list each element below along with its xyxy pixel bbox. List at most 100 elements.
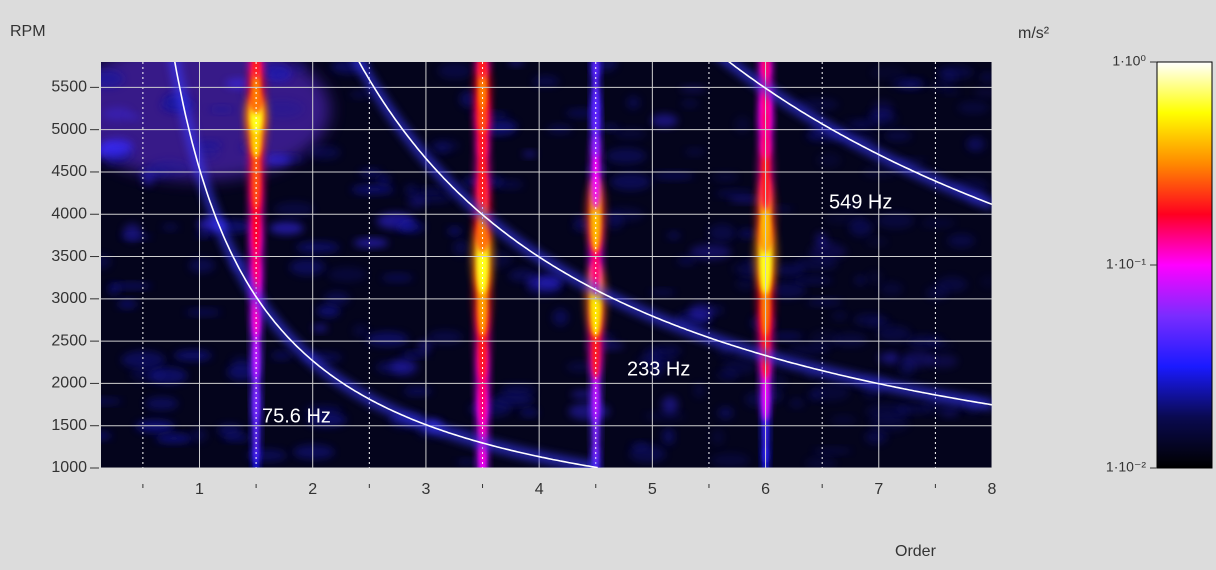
noise-blob (289, 258, 326, 276)
noise-blob (735, 277, 756, 291)
y-tick-label: 2000 (51, 375, 87, 392)
noise-blob (708, 224, 736, 242)
noise-blob (120, 233, 152, 240)
noise-blob (185, 308, 222, 316)
noise-blob (833, 332, 868, 347)
y-tick-label: 5500 (51, 79, 87, 96)
noise-blob (626, 96, 641, 110)
noise-blob (868, 318, 893, 329)
noise-blob (808, 389, 822, 401)
noise-blob (661, 396, 679, 414)
noise-blob (295, 241, 340, 253)
noise-blob (349, 90, 372, 99)
noise-blob (522, 150, 537, 158)
x-tick-label: 1 (195, 481, 204, 498)
noise-blob (651, 114, 678, 128)
noise-blob (809, 330, 840, 349)
noise-blob (225, 78, 253, 89)
noise-blob (957, 101, 990, 115)
noise-blob (161, 223, 179, 231)
noise-blob (217, 423, 243, 437)
noise-blob (417, 340, 433, 352)
noise-blob (110, 282, 152, 289)
haze (101, 62, 330, 180)
y-tick-label: 1000 (51, 459, 87, 476)
noise-blob (792, 276, 833, 285)
noise-blob (291, 63, 306, 74)
noise-blob (940, 69, 957, 86)
frequency-label: 75.6 Hz (262, 405, 331, 427)
noise-blob (773, 264, 805, 277)
noise-blob (418, 186, 443, 194)
noise-blob (887, 352, 900, 365)
noise-blob (459, 90, 480, 108)
noise-blob (767, 388, 783, 403)
noise-blob (842, 201, 858, 210)
noise-blob (312, 324, 328, 332)
noise-blob (928, 337, 946, 348)
order-cell (478, 62, 487, 78)
x-tick-label: 2 (308, 481, 317, 498)
noise-blob (532, 75, 560, 88)
noise-blob (271, 351, 293, 360)
noise-blob (381, 273, 414, 283)
y-tick-label: 2500 (51, 332, 87, 349)
frequency-line (358, 62, 992, 406)
x-tick-label: 8 (988, 481, 997, 498)
y-tick-label: 3500 (51, 248, 87, 265)
noise-blob (850, 120, 873, 130)
noise-blob (879, 282, 903, 296)
noise-blob (869, 111, 898, 128)
noise-blob (898, 359, 916, 376)
noise-blob (404, 184, 418, 197)
x-tick-label: 3 (421, 481, 430, 498)
noise-blob (925, 286, 949, 300)
noise-blob (643, 411, 686, 421)
noise-blob (366, 331, 409, 347)
noise-blob (188, 258, 215, 273)
noise-blob (890, 77, 925, 89)
noise-blob (710, 453, 750, 468)
frequency-label: 233 Hz (627, 358, 690, 380)
order-cell (252, 62, 261, 78)
noise-blob (805, 456, 837, 468)
noise-blob (101, 138, 133, 155)
noise-blob (429, 139, 460, 152)
noise-blob (830, 415, 856, 425)
y-tick-label: 4000 (51, 205, 87, 222)
noise-blob (734, 116, 751, 134)
noise-blob (789, 398, 805, 409)
noise-blob (353, 238, 389, 248)
noise-blob (652, 172, 695, 180)
grid (101, 62, 992, 468)
noise-blob (196, 231, 212, 238)
noise-blob (101, 431, 112, 441)
noise-blob (456, 458, 478, 466)
colorbar-tick-label: 1·10⁻² (1106, 459, 1146, 475)
noise-blob (809, 243, 847, 260)
noise-blob (407, 195, 426, 209)
colorbar-tick-label: 1·10⁰ (1112, 53, 1146, 69)
noise-blob (614, 128, 647, 140)
noise-blob (651, 360, 664, 377)
noise-blob (718, 406, 734, 420)
noise-blob (519, 408, 539, 417)
noise-blob (920, 218, 956, 228)
noise-blob (352, 324, 368, 338)
noise-blob (794, 256, 838, 271)
noise-blob (351, 184, 395, 195)
noise-blob (272, 69, 290, 82)
noise-blob (359, 168, 382, 178)
noise-blob (681, 99, 699, 108)
noise-blob (269, 221, 304, 235)
noise-blob (274, 202, 315, 217)
noise-blob (816, 153, 841, 168)
noise-blob (771, 332, 804, 341)
noise-blob (264, 154, 291, 166)
noise-blob (715, 189, 756, 198)
noise-blob (884, 130, 912, 142)
noise-blob (260, 99, 304, 118)
noise-blob (876, 212, 915, 229)
noise-blob (941, 88, 960, 95)
noise-blob (427, 330, 463, 344)
